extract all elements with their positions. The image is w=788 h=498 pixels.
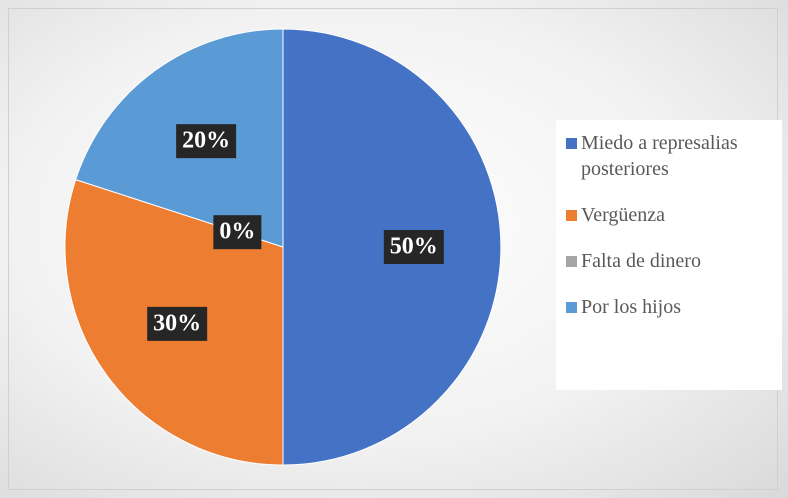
data-label: 0% [213, 215, 262, 250]
data-label: 20% [176, 124, 237, 159]
data-label-text: 30% [153, 310, 201, 336]
data-label: 50% [383, 230, 444, 264]
legend-item: Vergüenza [562, 202, 776, 228]
legend-swatch [566, 256, 577, 267]
legend-label: Miedo a represalias posteriores [581, 132, 738, 180]
legend-swatch [566, 138, 577, 149]
data-label-text: 50% [390, 234, 438, 260]
legend-item: Miedo a represalias posteriores [562, 130, 776, 182]
data-label: 30% [147, 306, 208, 341]
legend-label: Por los hijos [581, 296, 682, 318]
legend: Miedo a represalias posteriores Vergüenza… [556, 120, 782, 390]
legend-item: Falta de dinero [562, 248, 776, 274]
legend-label: Vergüenza [581, 204, 666, 226]
data-label-box [213, 215, 262, 250]
data-label-box [176, 124, 237, 159]
data-label-box [383, 230, 444, 264]
legend-item: Por los hijos [562, 294, 776, 320]
data-label-box [147, 306, 208, 341]
legend-swatch [566, 302, 577, 313]
legend-label: Falta de dinero [581, 250, 701, 272]
data-label-text: 0% [219, 219, 255, 245]
data-label-text: 20% [182, 128, 230, 154]
legend-swatch [566, 210, 577, 221]
